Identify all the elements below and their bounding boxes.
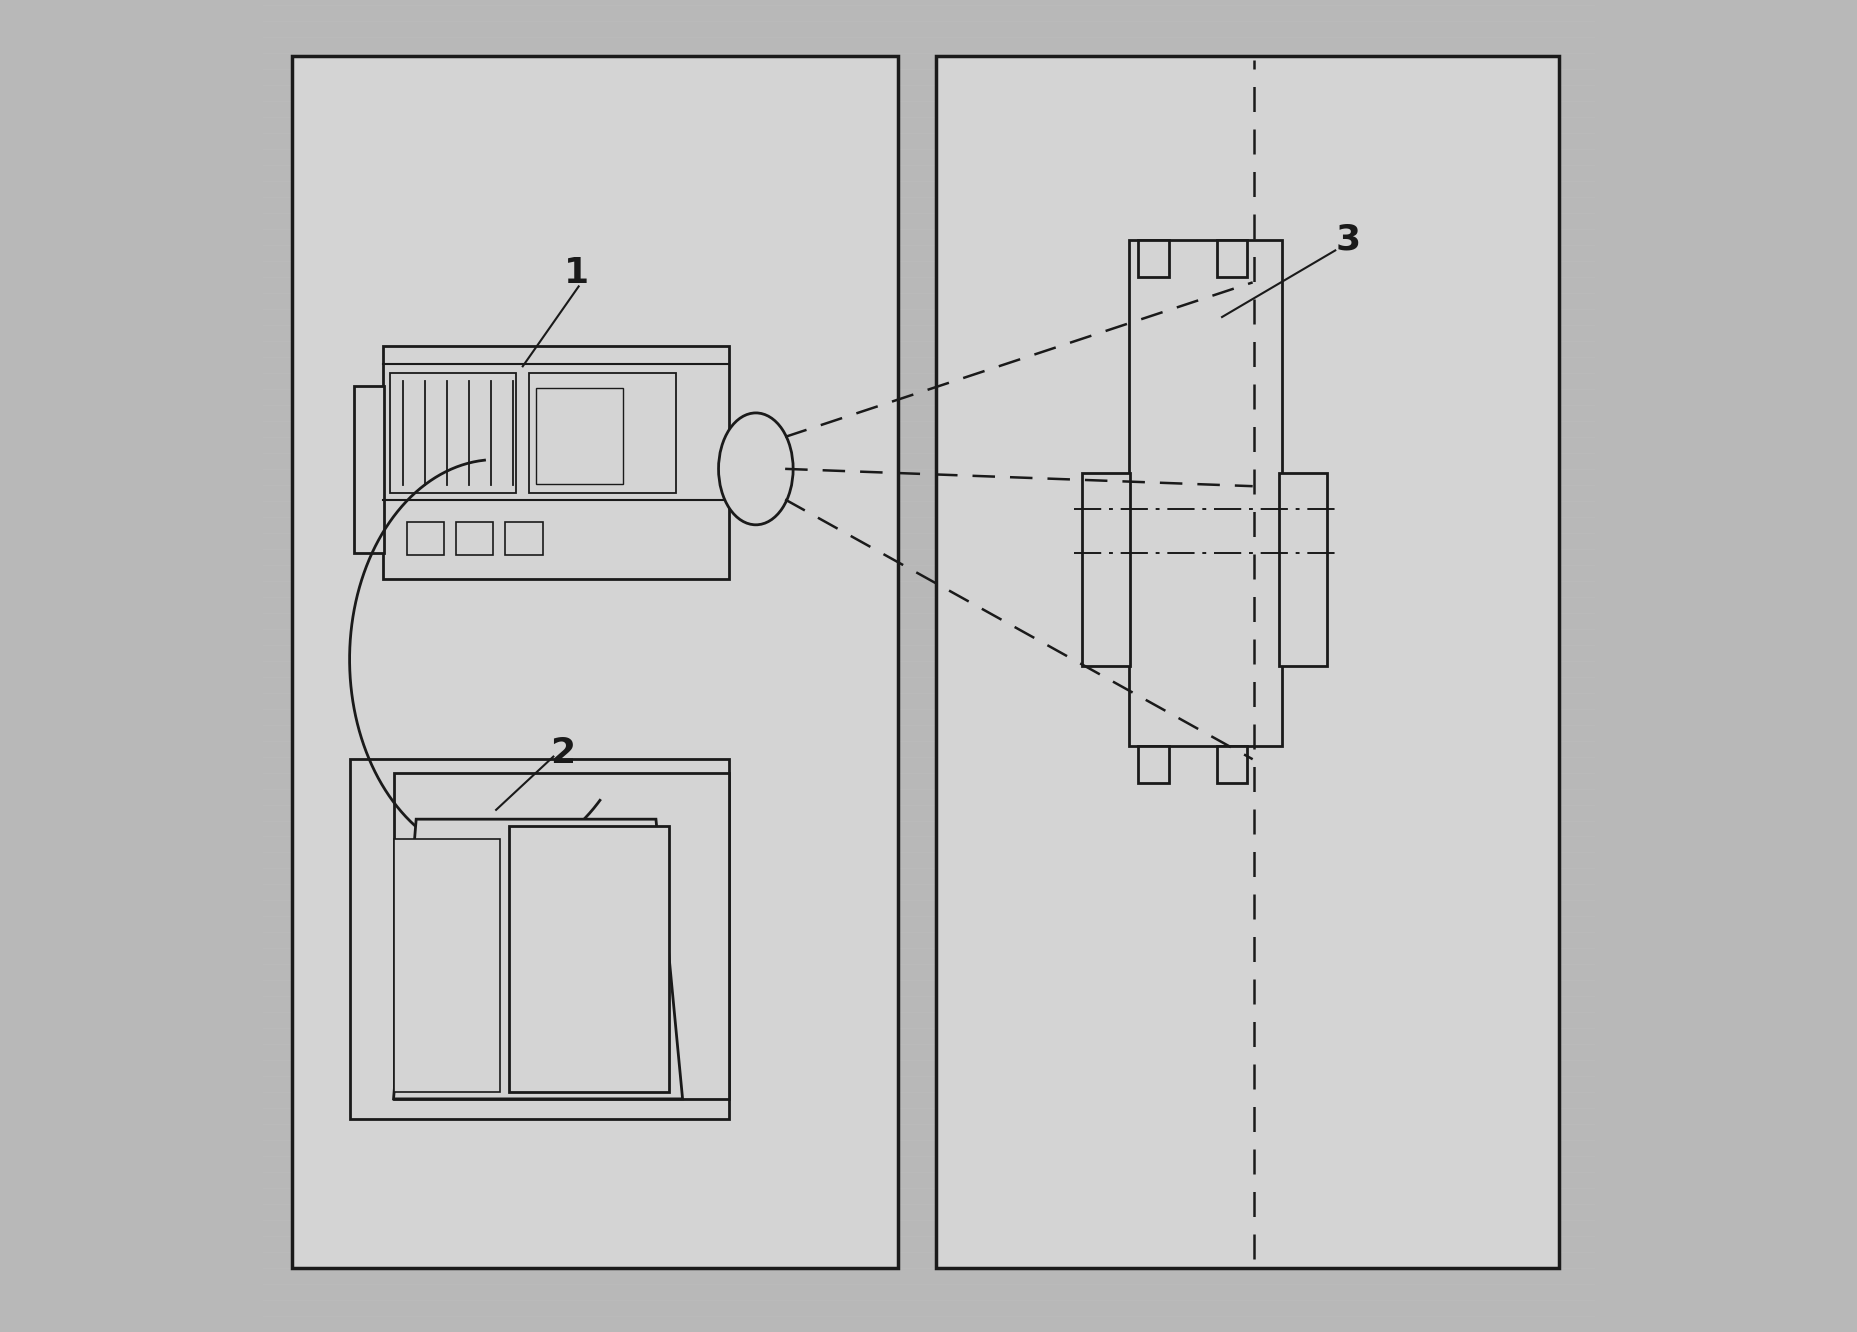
FancyBboxPatch shape [353,386,384,553]
FancyBboxPatch shape [1129,240,1281,746]
FancyBboxPatch shape [936,56,1558,1268]
FancyBboxPatch shape [349,759,728,1119]
FancyBboxPatch shape [505,522,542,555]
FancyBboxPatch shape [394,773,728,1099]
FancyBboxPatch shape [292,56,899,1268]
FancyBboxPatch shape [1081,473,1129,666]
FancyBboxPatch shape [1216,746,1246,783]
FancyBboxPatch shape [1138,746,1168,783]
Text: 1: 1 [563,256,589,290]
Text: 3: 3 [1335,222,1361,257]
FancyBboxPatch shape [407,522,444,555]
FancyBboxPatch shape [1279,473,1326,666]
FancyBboxPatch shape [537,388,622,484]
FancyBboxPatch shape [1216,240,1246,277]
FancyBboxPatch shape [394,839,500,1092]
Text: 2: 2 [550,735,576,770]
FancyBboxPatch shape [457,522,494,555]
FancyBboxPatch shape [390,373,516,493]
Ellipse shape [719,413,793,525]
FancyBboxPatch shape [383,346,728,579]
FancyBboxPatch shape [509,826,669,1092]
Polygon shape [394,819,682,1099]
FancyBboxPatch shape [1138,240,1168,277]
FancyBboxPatch shape [529,373,676,493]
